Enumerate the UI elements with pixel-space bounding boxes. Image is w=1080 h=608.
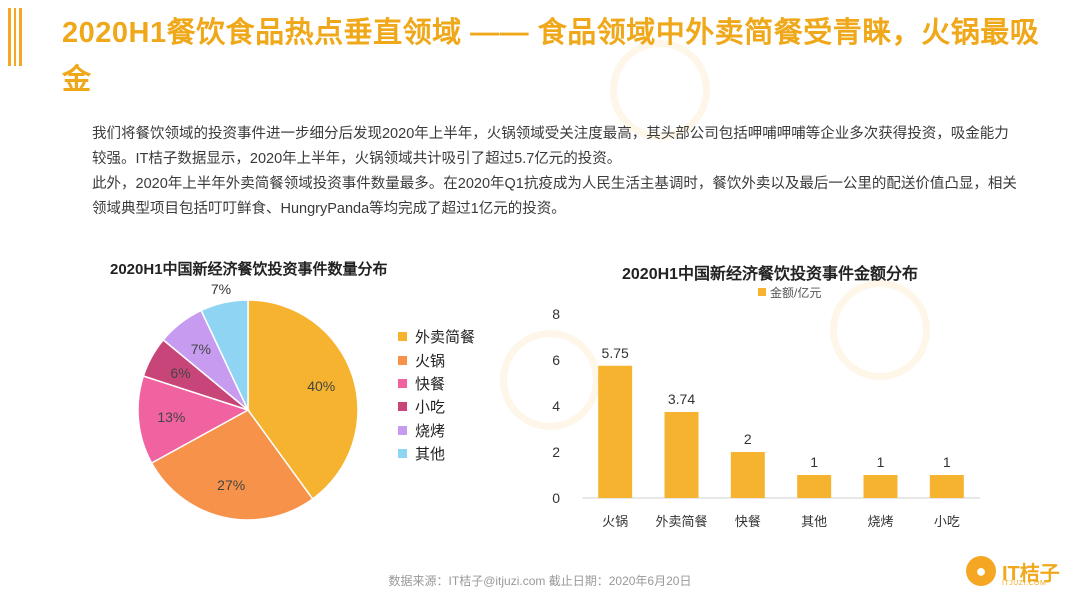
legend-swatch (398, 449, 407, 459)
pie-slice (150, 409, 314, 521)
paragraph: 此外，2020年上半年外卖简餐领域投资事件数量最多。在2020年Q1抗疫成为人民… (92, 176, 1017, 217)
y-tick-label: 0 (552, 490, 560, 506)
pie-slice (137, 375, 250, 465)
logo-url: ITJUZI.COM (1002, 580, 1047, 587)
body-text: 我们将餐饮领域的投资事件进一步细分后发现2020年上半年，火锅领域受关注度最高，… (92, 122, 1022, 222)
legend-label: 其他 (415, 446, 446, 464)
x-tick-label: 小吃 (934, 514, 960, 529)
pie-slice-label: 40% (307, 378, 335, 394)
legend-item: 快餐 (398, 372, 475, 395)
watermark-logo (610, 40, 710, 140)
legend-item: 烧烤 (398, 419, 475, 442)
pie-slice-label: 6% (170, 365, 190, 381)
legend-label: 烧烤 (415, 422, 446, 440)
legend-swatch (398, 355, 407, 365)
x-tick-label: 外卖简餐 (655, 514, 707, 529)
legend-swatch (758, 288, 766, 296)
legend-label: 外卖简餐 (415, 329, 476, 347)
y-tick-label: 6 (552, 352, 560, 368)
pie-slice-label: 7% (191, 341, 211, 357)
bar (929, 475, 964, 498)
bar (730, 452, 765, 498)
pie-chart-title: 2020H1中国新经济餐饮投资事件数量分布 (110, 261, 388, 278)
x-tick-label: 其他 (801, 514, 827, 529)
bar (598, 365, 633, 498)
bar-data-label: 1 (877, 454, 885, 470)
legend-label: 小吃 (415, 399, 446, 417)
pie-slice-label: 13% (157, 409, 185, 425)
pie-slice (247, 299, 359, 501)
bar-data-label: 2 (744, 431, 752, 447)
x-tick-label: 快餐 (735, 514, 761, 529)
orange-icon: ● (966, 556, 996, 586)
y-tick-label: 4 (552, 398, 560, 414)
legend-label: 金额/亿元 (770, 285, 821, 300)
bar-chart-title: 2020H1中国新经济餐饮投资事件金额分布 (622, 266, 919, 283)
paragraph: 我们将餐饮领域的投资事件进一步细分后发现2020年上半年，火锅领域受关注度最高，… (92, 126, 1009, 167)
legend-label: 火锅 (415, 352, 446, 370)
y-tick-label: 2 (552, 444, 560, 460)
x-tick-label: 烧烤 (867, 514, 893, 529)
legend-swatch (398, 425, 407, 435)
x-tick-label: 火锅 (602, 514, 628, 529)
pie-slice-label: 7% (211, 281, 231, 297)
legend-swatch (398, 332, 407, 342)
pie-chart: 40%27%13%6%7%7% (137, 281, 359, 521)
watermark-logo (500, 330, 600, 430)
y-tick-label: 8 (552, 306, 560, 322)
logo-name: IT桔子 (1002, 562, 1060, 585)
bar-data-label: 1 (810, 454, 818, 470)
bar-data-label: 1 (943, 454, 951, 470)
legend-swatch (398, 378, 407, 388)
bar-data-label: 3.74 (668, 391, 695, 407)
legend-label: 快餐 (415, 375, 446, 393)
legend-item: 火锅 (398, 348, 475, 371)
pie-legend: 外卖简餐火锅快餐小吃烧烤其他 (398, 325, 475, 465)
bar (797, 475, 832, 498)
legend-swatch (398, 402, 407, 412)
page-title: 2020H1餐饮食品热点垂直领域 —— 食品领域中外卖简餐受青睐，火锅最吸金 (62, 17, 1040, 96)
pie-slice-label: 27% (217, 477, 245, 493)
legend-item: 外卖简餐 (398, 325, 475, 348)
bar-chart: 金额/亿元 0 2 4 6 8 5.75 火锅 3.74 外卖简餐 2 快餐 1 其他 1 烧烤 1 小吃 (552, 285, 980, 529)
watermark-logo (830, 280, 930, 380)
bar (664, 411, 699, 498)
brand-logo: ● IT桔子 ITJUZI.COM (966, 556, 1060, 587)
legend-item: 小吃 (398, 395, 475, 418)
pie-slice (200, 299, 249, 411)
accent-bar (8, 8, 23, 66)
bar-data-label: 5.75 (602, 345, 629, 361)
bar (863, 475, 898, 498)
data-source: 数据来源：IT桔子@itjuzi.com 截止日期：2020年6月20日 (388, 574, 692, 588)
legend-item: 其他 (398, 442, 475, 465)
